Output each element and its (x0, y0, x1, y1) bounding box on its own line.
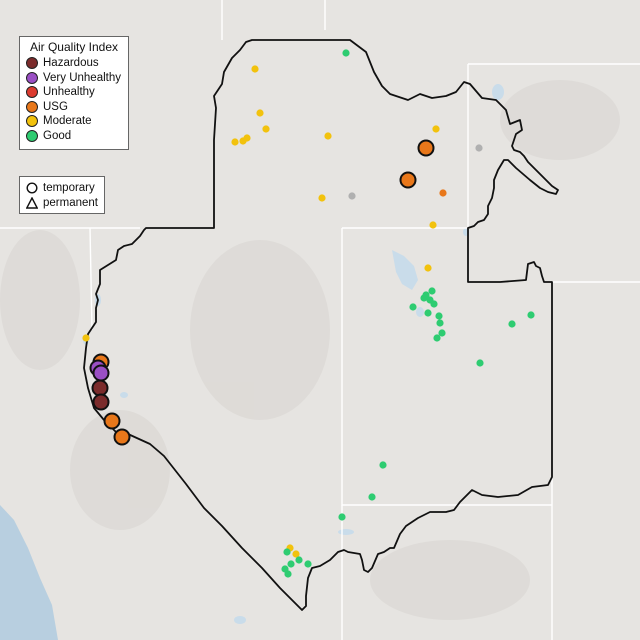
aqi-legend: Air Quality Index Hazardous Very Unhealt… (19, 36, 129, 150)
good-swatch-icon (26, 129, 38, 142)
monitor-marker[interactable] (424, 264, 432, 272)
legend-item-moderate: Moderate (26, 114, 122, 129)
monitor-type-legend: temporary permanent (19, 176, 105, 214)
monitor-marker[interactable] (324, 132, 332, 140)
monitor-marker[interactable] (82, 334, 90, 342)
monitor-marker[interactable] (429, 221, 437, 229)
monitor-marker[interactable] (231, 138, 239, 146)
moderate-swatch-icon (26, 115, 38, 128)
legend-item-unhealthy: Unhealthy (26, 85, 122, 100)
monitor-marker[interactable] (287, 560, 295, 568)
monitor-marker[interactable] (251, 65, 259, 73)
monitor-marker[interactable] (420, 294, 428, 302)
monitor-marker[interactable] (256, 109, 264, 117)
legend-item-label: Hazardous (43, 57, 99, 70)
region-boundary (83, 39, 559, 611)
legend-item-label: permanent (43, 196, 98, 209)
monitor-marker[interactable] (417, 139, 435, 157)
monitor-marker[interactable] (438, 329, 446, 337)
monitor-marker[interactable] (368, 493, 376, 501)
salton-sea (234, 616, 246, 624)
legend-item-usg: USG (26, 100, 122, 115)
monitor-marker[interactable] (435, 312, 443, 320)
monitor-marker[interactable] (262, 125, 270, 133)
monitor-marker[interactable] (433, 334, 441, 342)
monitor-marker[interactable] (475, 144, 483, 152)
monitor-marker[interactable] (92, 393, 110, 411)
hazardous-swatch-icon (26, 57, 38, 70)
monitor-marker[interactable] (292, 550, 300, 558)
unhealthy-swatch-icon (26, 86, 38, 99)
monitor-marker[interactable] (304, 560, 312, 568)
utah-lake (416, 307, 424, 317)
monitor-marker[interactable] (476, 359, 484, 367)
monitor-marker[interactable] (409, 303, 417, 311)
pacific-ocean (0, 505, 58, 640)
monitor-marker[interactable] (239, 137, 247, 145)
monitor-marker[interactable] (283, 548, 291, 556)
monitor-marker[interactable] (379, 461, 387, 469)
monitor-marker[interactable] (284, 570, 292, 578)
monitor-marker[interactable] (430, 300, 438, 308)
monitor-marker[interactable] (338, 513, 346, 521)
legend-title: Air Quality Index (29, 40, 119, 54)
legend-item-temporary: temporary (26, 180, 98, 195)
monitor-marker[interactable] (92, 364, 110, 382)
legend-item-label: USG (43, 100, 68, 113)
monitor-marker[interactable] (91, 379, 109, 397)
monitor-marker[interactable] (508, 320, 516, 328)
legend-item-label: temporary (43, 181, 95, 194)
mono-lake (120, 392, 128, 398)
very-unhealthy-swatch-icon (26, 71, 38, 84)
yellowstone-lake (492, 84, 504, 100)
usg-swatch-icon (26, 100, 38, 113)
monitor-marker[interactable] (399, 171, 417, 189)
aqi-markers (82, 49, 535, 578)
monitor-marker[interactable] (424, 309, 432, 317)
legend-item-very-unhealthy: Very Unhealthy (26, 71, 122, 86)
monitor-marker[interactable] (527, 311, 535, 319)
monitor-marker[interactable] (436, 319, 444, 327)
monitor-marker[interactable] (428, 287, 436, 295)
terrain-shading (0, 80, 620, 620)
lake-mead (338, 529, 354, 535)
legend-item-label: Very Unhealthy (43, 71, 121, 84)
great-salt-lake (392, 250, 418, 290)
monitor-marker[interactable] (295, 556, 303, 564)
legend-item-label: Moderate (43, 115, 92, 128)
monitor-marker[interactable] (103, 412, 121, 430)
triangle-icon (26, 196, 38, 209)
legend-item-label: Unhealthy (43, 86, 95, 99)
monitor-marker[interactable] (439, 189, 447, 197)
legend-item-good: Good (26, 129, 122, 144)
monitor-marker[interactable] (432, 125, 440, 133)
legend-item-hazardous: Hazardous (26, 56, 122, 71)
legend-item-permanent: permanent (26, 195, 98, 210)
legend-item-label: Good (43, 129, 72, 142)
monitor-marker[interactable] (318, 194, 326, 202)
monitor-marker[interactable] (342, 49, 350, 57)
circle-icon (26, 181, 38, 194)
monitor-marker[interactable] (113, 428, 131, 446)
monitor-marker[interactable] (348, 192, 356, 200)
